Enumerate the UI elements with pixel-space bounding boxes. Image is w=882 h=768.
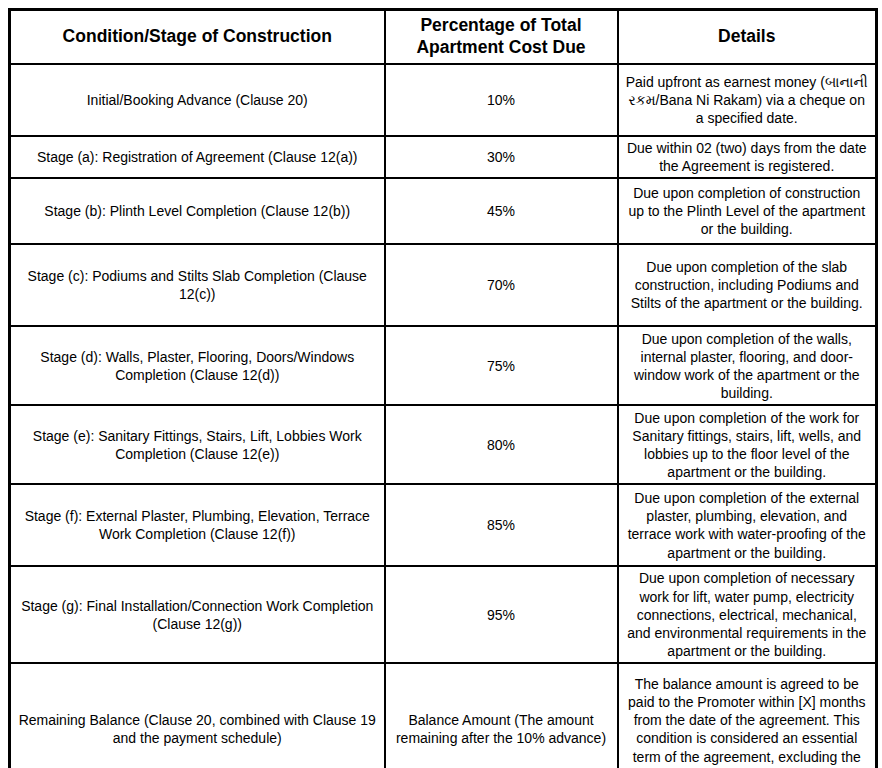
- details-cell: Due upon completion of the external plas…: [618, 484, 877, 566]
- table-row: Stage (a): Registration of Agreement (Cl…: [10, 136, 877, 178]
- percentage-cell: 45%: [385, 178, 618, 244]
- header-condition-stage: Condition/Stage of Construction: [10, 10, 385, 65]
- details-cell: Due upon completion of the slab construc…: [618, 244, 877, 326]
- details-cell: Due upon completion of necessary work fo…: [618, 566, 877, 663]
- header-details: Details: [618, 10, 877, 65]
- stage-cell: Initial/Booking Advance (Clause 20): [10, 64, 385, 136]
- percentage-cell: 80%: [385, 405, 618, 484]
- stage-cell: Stage (e): Sanitary Fittings, Stairs, Li…: [10, 405, 385, 484]
- stage-cell: Stage (a): Registration of Agreement (Cl…: [10, 136, 385, 178]
- details-cell: Paid upfront as earnest money (બાનાની રક…: [618, 64, 877, 136]
- header-percentage-due: Percentage of Total Apartment Cost Due: [385, 10, 618, 65]
- stage-cell: Stage (b): Plinth Level Completion (Clau…: [10, 178, 385, 244]
- table-row: Stage (c): Podiums and Stilts Slab Compl…: [10, 244, 877, 326]
- percentage-cell: 95%: [385, 566, 618, 663]
- table-row: Remaining Balance (Clause 20, combined w…: [10, 663, 877, 768]
- table-row: Stage (e): Sanitary Fittings, Stairs, Li…: [10, 405, 877, 484]
- percentage-cell: 85%: [385, 484, 618, 566]
- percentage-cell: 70%: [385, 244, 618, 326]
- table-row: Stage (f): External Plaster, Plumbing, E…: [10, 484, 877, 566]
- stage-cell: Remaining Balance (Clause 20, combined w…: [10, 663, 385, 768]
- details-cell: Due upon completion of the work for Sani…: [618, 405, 877, 484]
- percentage-cell: 75%: [385, 326, 618, 405]
- percentage-cell: 10%: [385, 64, 618, 136]
- table-header-row: Condition/Stage of Construction Percenta…: [10, 10, 877, 65]
- table-row: Stage (b): Plinth Level Completion (Clau…: [10, 178, 877, 244]
- details-cell: The balance amount is agreed to be paid …: [618, 663, 877, 768]
- payment-schedule-table-wrapper: Condition/Stage of Construction Percenta…: [0, 0, 882, 768]
- details-cell: Due upon completion of construction up t…: [618, 178, 877, 244]
- stage-cell: Stage (g): Final Installation/Connection…: [10, 566, 385, 663]
- stage-cell: Stage (c): Podiums and Stilts Slab Compl…: [10, 244, 385, 326]
- details-cell: Due upon completion of the walls, intern…: [618, 326, 877, 405]
- table-row: Stage (g): Final Installation/Connection…: [10, 566, 877, 663]
- stage-cell: Stage (f): External Plaster, Plumbing, E…: [10, 484, 385, 566]
- payment-schedule-table: Condition/Stage of Construction Percenta…: [8, 8, 878, 768]
- table-row: Initial/Booking Advance (Clause 20) 10% …: [10, 64, 877, 136]
- details-cell: Due within 02 (two) days from the date t…: [618, 136, 877, 178]
- stage-cell: Stage (d): Walls, Plaster, Flooring, Doo…: [10, 326, 385, 405]
- percentage-cell: Balance Amount (The amount remaining aft…: [385, 663, 618, 768]
- table-row: Stage (d): Walls, Plaster, Flooring, Doo…: [10, 326, 877, 405]
- percentage-cell: 30%: [385, 136, 618, 178]
